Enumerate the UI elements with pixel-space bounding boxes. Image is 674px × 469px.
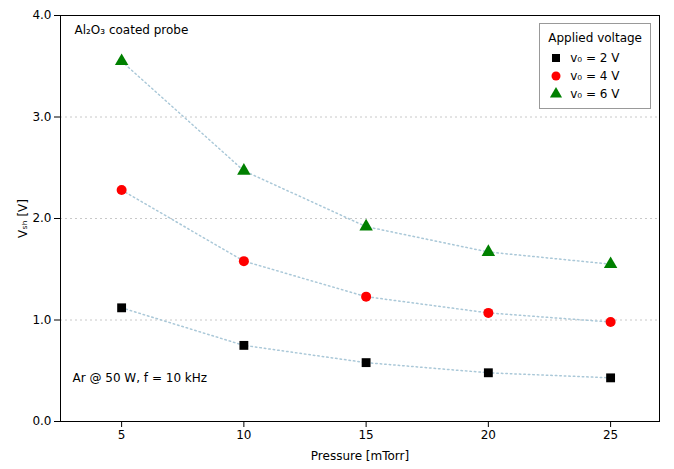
svg-text:Ar @ 50 W, f = 10 kHz: Ar @ 50 W, f = 10 kHz — [73, 371, 208, 385]
svg-text:5: 5 — [118, 428, 126, 442]
svg-text:0.0: 0.0 — [32, 414, 51, 428]
svg-text:Al₂O₃ coated probe: Al₂O₃ coated probe — [75, 23, 189, 37]
svg-text:15: 15 — [358, 428, 373, 442]
svg-text:4.0: 4.0 — [32, 8, 51, 22]
html-text:v₀ = 4 V: v₀ = 4 V — [570, 69, 620, 83]
svg-text:3.0: 3.0 — [32, 110, 51, 124]
html-text:Applied voltage: Applied voltage — [548, 31, 642, 45]
html-text:v₀ = 6 V: v₀ = 6 V — [570, 87, 620, 101]
svg-text:Pressure [mTorr]: Pressure [mTorr] — [311, 449, 409, 463]
svg-text:Vₛₕ [V]: Vₛₕ [V] — [16, 199, 30, 238]
svg-text:2.0: 2.0 — [32, 211, 51, 225]
html-text:v₀ = 2 V: v₀ = 2 V — [570, 51, 620, 65]
svg-text:25: 25 — [603, 428, 618, 442]
svg-text:20: 20 — [481, 428, 496, 442]
svg-text:10: 10 — [236, 428, 251, 442]
svg-text:1.0: 1.0 — [32, 313, 51, 327]
